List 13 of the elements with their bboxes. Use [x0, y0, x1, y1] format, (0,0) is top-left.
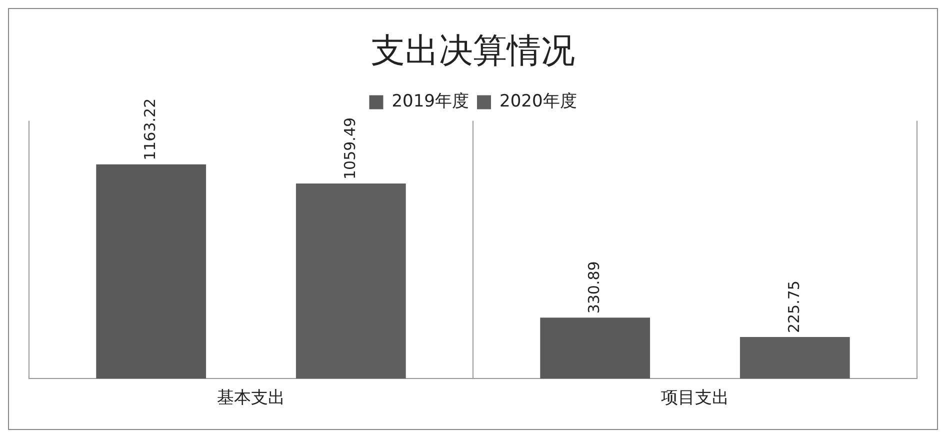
x-tick-label: 项目支出	[661, 388, 729, 408]
data-label: 225.75	[784, 280, 803, 334]
legend-label: 2019年度	[392, 92, 469, 112]
bar	[740, 337, 850, 379]
bar	[96, 164, 206, 379]
bar	[296, 184, 406, 379]
data-label: 1163.22	[140, 98, 159, 160]
x-tick-label: 基本支出	[217, 388, 285, 408]
legend-label: 2020年度	[500, 92, 577, 112]
bar	[540, 318, 650, 379]
chart-title: 支出决算情况	[371, 31, 575, 72]
data-label: 330.89	[584, 261, 603, 314]
data-label: 1059.49	[340, 117, 359, 180]
